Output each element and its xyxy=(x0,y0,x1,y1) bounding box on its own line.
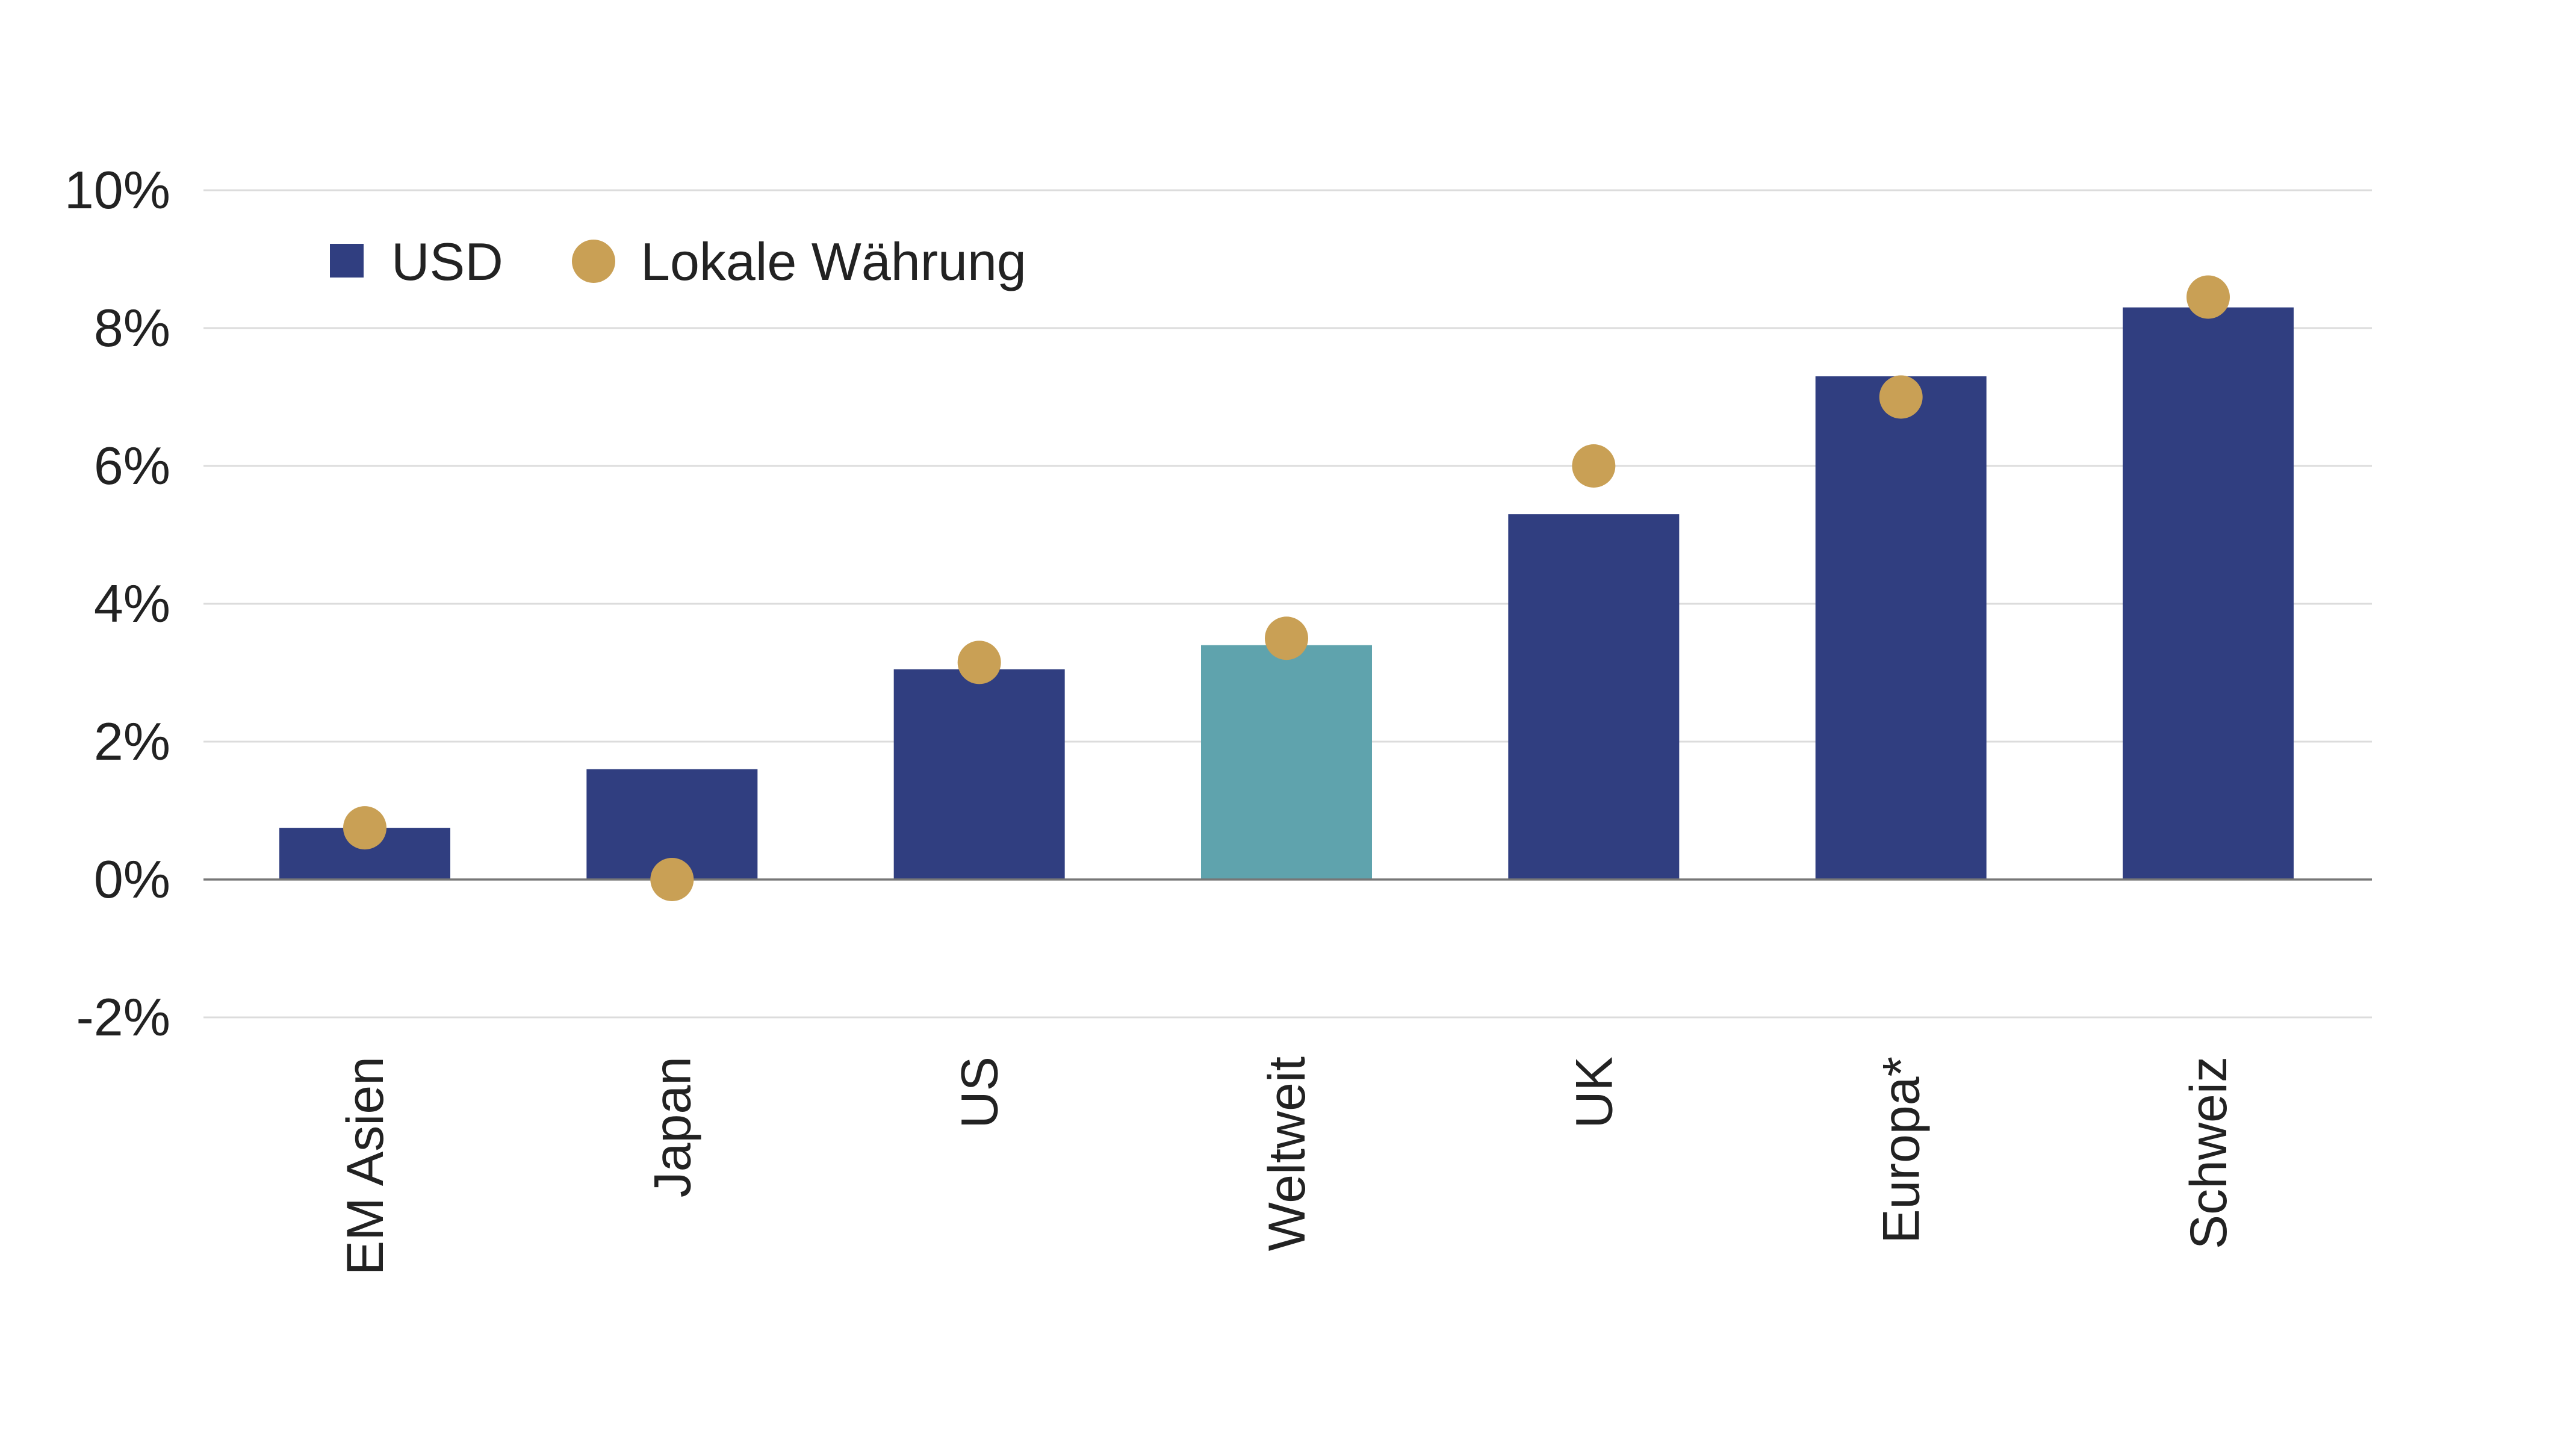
grid xyxy=(203,189,2372,1019)
bar-usd-4 xyxy=(1508,514,1680,880)
dot-lokale-waehrung-4 xyxy=(1572,444,1616,488)
y-tick-label: 0% xyxy=(94,849,170,909)
category-label-2: US xyxy=(951,1056,1009,1128)
bars xyxy=(279,307,2294,880)
dot-lokale-waehrung-3 xyxy=(1265,616,1308,660)
y-tick-label: 8% xyxy=(94,298,170,358)
y-tick-label: 6% xyxy=(94,436,170,495)
category-label-5: Europa* xyxy=(1873,1056,1931,1244)
y-tick-label: -2% xyxy=(76,987,171,1047)
category-label-1: Japan xyxy=(644,1056,701,1197)
dot-lokale-waehrung-6 xyxy=(2186,275,2230,319)
bar-usd-6 xyxy=(2123,307,2294,880)
y-tick-label: 2% xyxy=(94,712,170,771)
bar-usd-3 xyxy=(1201,645,1372,880)
dot-lokale-waehrung-2 xyxy=(957,641,1001,684)
dot-lokale-waehrung-0 xyxy=(343,806,386,850)
legend-swatch-lokale-waehrung xyxy=(572,240,615,283)
y-axis-tick-labels: -2% 0% 2% 4% 6% 8% 10% xyxy=(64,160,170,1047)
dot-lokale-waehrung-1 xyxy=(650,858,694,901)
category-label-4: UK xyxy=(1565,1056,1623,1128)
legend-swatch-usd xyxy=(330,244,364,278)
legend-label-lokale-waehrung: Lokale Währung xyxy=(641,232,1026,291)
x-axis-category-labels: EM Asien Japan US Weltweit UK Europa* Schweiz xyxy=(337,1056,2238,1275)
dot-lokale-waehrung-5 xyxy=(1879,375,1923,419)
category-label-3: Weltweit xyxy=(1258,1056,1316,1251)
dots xyxy=(343,275,2230,901)
legend: USD Lokale Währung xyxy=(330,232,1026,291)
y-tick-label: 10% xyxy=(64,160,170,220)
legend-label-usd: USD xyxy=(391,232,503,291)
category-label-6: Schweiz xyxy=(2180,1056,2238,1249)
y-tick-label: 4% xyxy=(94,574,170,633)
bar-usd-5 xyxy=(1815,376,1987,880)
category-label-0: EM Asien xyxy=(337,1056,394,1275)
bar-usd-2 xyxy=(893,669,1065,880)
